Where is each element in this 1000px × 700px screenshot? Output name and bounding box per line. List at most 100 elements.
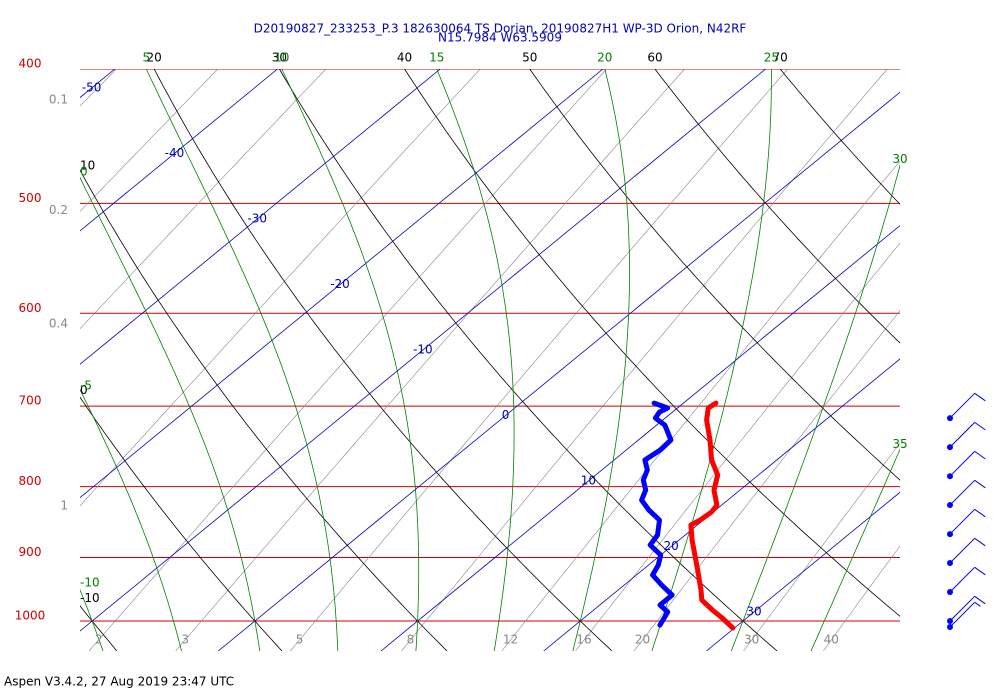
line-label: 40 xyxy=(397,51,412,65)
wind-barb-staff xyxy=(949,421,986,448)
mixing-ratio-label: 3 xyxy=(181,633,189,647)
footer: Aspen V3.4.2, 27 Aug 2019 23:47 UTC xyxy=(4,675,234,689)
mixing-ratio-label: 0.1 xyxy=(49,92,68,106)
line-label: 60 xyxy=(647,51,662,65)
isotherm xyxy=(706,491,900,651)
line-label: 35 xyxy=(892,437,907,451)
mixing-ratio-line xyxy=(501,160,900,651)
moist-adiabat xyxy=(730,163,900,651)
wind-barb xyxy=(947,392,986,422)
moist-adiabat xyxy=(80,176,261,651)
isotherm xyxy=(380,225,900,651)
moist-adiabat xyxy=(80,388,182,651)
dry-adiabat xyxy=(654,69,900,344)
line-label: -10 xyxy=(80,575,100,589)
moist-adiabat xyxy=(80,588,104,651)
mixing-ratio-label: 0.4 xyxy=(49,317,68,331)
wind-barb xyxy=(947,537,986,567)
mixing-ratio-label: 30 xyxy=(744,633,759,647)
isotherm-label: 20 xyxy=(664,539,679,553)
chart-title: D20190827_233253_P.3 182630064 TS Dorian… xyxy=(254,22,747,36)
y-tick-label: 500 xyxy=(19,191,42,205)
mixing-ratio-line xyxy=(575,242,900,651)
moist-adiabat xyxy=(281,69,420,651)
plot-lines xyxy=(80,69,900,651)
line-label: 15 xyxy=(429,51,444,65)
mixing-ratio-label: 16 xyxy=(576,633,591,647)
wind-barb-staff xyxy=(949,566,986,593)
wind-barb-staff xyxy=(949,537,986,564)
dry-adiabat xyxy=(153,69,613,651)
mixing-ratio-line xyxy=(743,442,900,651)
dry-adiabat xyxy=(80,169,448,651)
isotherm-label: 30 xyxy=(746,605,761,619)
wind-barb-staff xyxy=(949,601,981,628)
mixing-ratio-label: 2 xyxy=(95,633,103,647)
dry-adiabat xyxy=(529,69,900,481)
mixing-ratio-line xyxy=(80,69,327,330)
line-label: 50 xyxy=(522,51,537,65)
moist-adiabat xyxy=(436,69,515,651)
isotherm xyxy=(80,69,766,632)
mixing-ratio-line xyxy=(633,310,900,651)
dry-adiabat xyxy=(80,605,118,651)
isotherm-label: -10 xyxy=(413,343,433,357)
dry-adiabat xyxy=(279,69,778,651)
isotherm-label: -40 xyxy=(165,146,185,160)
line-label: 70 xyxy=(773,51,788,65)
isotherm xyxy=(543,358,900,651)
chart-subtitle: N15.7984 W63.5909 xyxy=(438,31,562,45)
moist-adiabat xyxy=(572,69,630,651)
isotherm xyxy=(80,69,116,99)
isotherm-label: -50 xyxy=(82,81,102,95)
isotherm-label: -30 xyxy=(247,212,267,226)
mixing-ratio-line xyxy=(823,545,900,651)
wind-barb xyxy=(947,595,986,625)
isotherm-label: 0 xyxy=(502,408,510,422)
moist-adiabat xyxy=(145,69,339,651)
mixing-ratio-line xyxy=(175,69,685,651)
line-label: 30 xyxy=(272,51,287,65)
y-tick-label: 1000 xyxy=(15,609,46,623)
line-label: 30 xyxy=(892,152,907,166)
y-tick-label: 600 xyxy=(19,301,42,315)
line-label: 5 xyxy=(143,51,151,65)
isotherm xyxy=(218,91,900,651)
line-label: 10 xyxy=(80,158,95,172)
y-tick-label: 700 xyxy=(19,394,42,408)
y-tick-label: 900 xyxy=(19,545,42,559)
mixing-ratio-line xyxy=(290,69,788,651)
isotherm xyxy=(80,69,604,499)
wind-barb xyxy=(947,566,986,596)
mixing-ratio-line xyxy=(88,69,607,651)
isotherm-label: -20 xyxy=(330,277,350,291)
wind-barb-staff xyxy=(949,508,986,535)
isotherm-label: 10 xyxy=(581,474,596,488)
sounding-line xyxy=(688,400,736,631)
sounding-line xyxy=(639,400,675,628)
mixing-ratio-label: 12 xyxy=(503,633,518,647)
wind-barb xyxy=(947,421,986,451)
wind-barb xyxy=(947,479,986,509)
wind-barb xyxy=(947,508,986,538)
line-label: -5 xyxy=(80,378,92,392)
line-label: 25 xyxy=(764,51,779,65)
wind-barb-staff xyxy=(949,595,986,622)
mixing-ratio-line xyxy=(401,69,888,651)
mixing-ratio-line xyxy=(80,69,219,212)
mixing-ratio-label: 8 xyxy=(407,633,415,647)
dry-adiabat xyxy=(80,396,283,651)
dry-adiabat xyxy=(404,69,900,617)
mixing-ratio-line xyxy=(80,69,481,507)
line-label: 0 xyxy=(80,165,88,179)
wind-barb xyxy=(947,601,981,631)
wind-barb xyxy=(947,450,986,480)
wind-barb-staff xyxy=(949,392,986,419)
mixing-ratio-label: 40 xyxy=(824,633,839,647)
mixing-ratio-label: 1 xyxy=(60,498,68,512)
moist-adiabat xyxy=(651,69,772,651)
wind-barb-staff xyxy=(949,450,986,477)
y-tick-label: 400 xyxy=(19,57,42,71)
line-label: 10 xyxy=(274,51,289,65)
